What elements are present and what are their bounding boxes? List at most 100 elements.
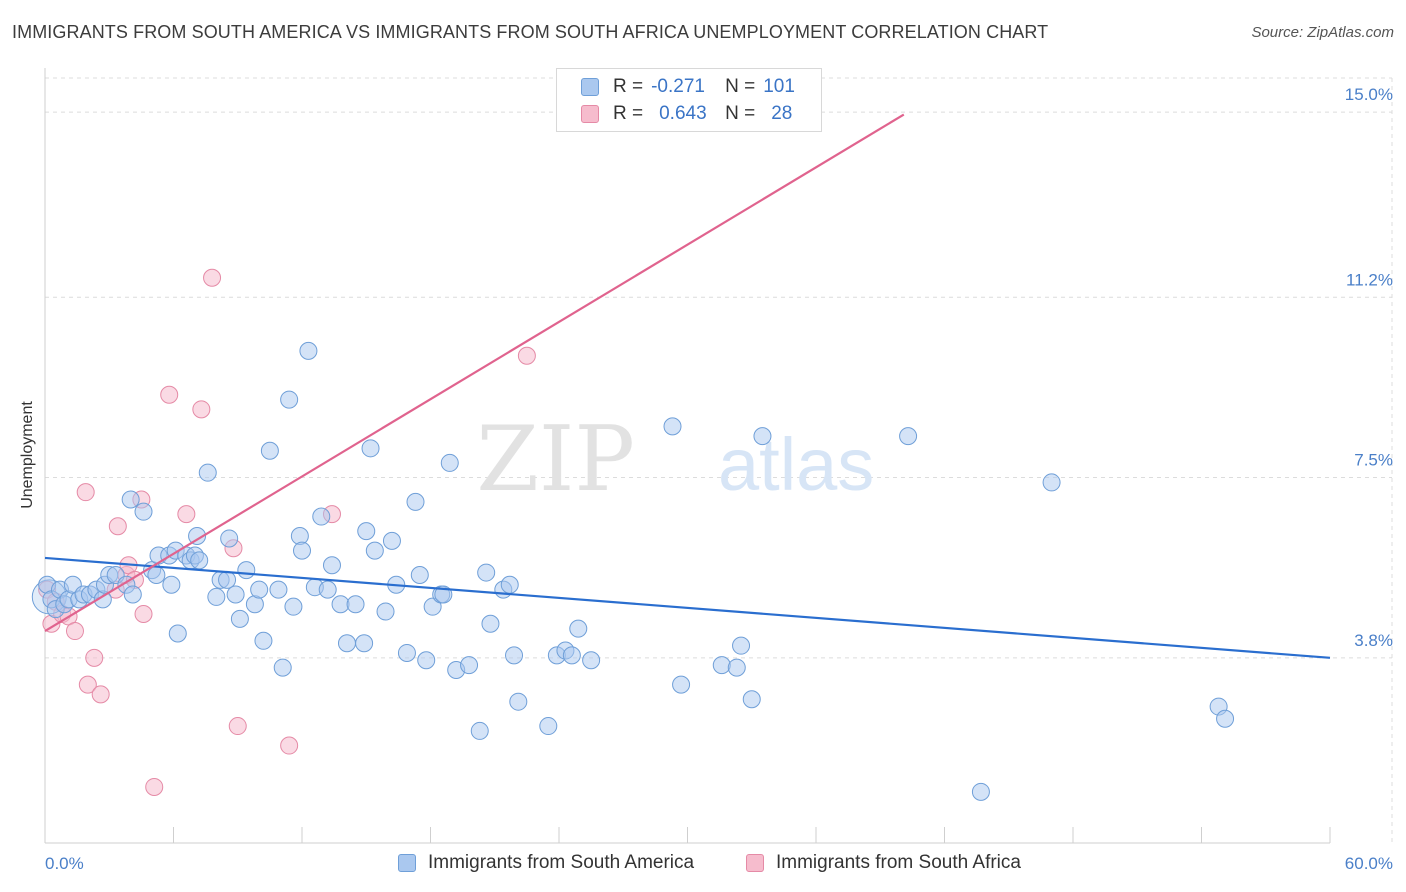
south-africa-point — [177, 505, 196, 524]
south-africa-point — [134, 604, 153, 623]
south-america-point — [410, 566, 429, 585]
axes — [44, 68, 1331, 844]
south-america-point — [168, 624, 187, 643]
legend-r-value: -0.271 — [651, 76, 705, 97]
x-tick-label: 0.0% — [45, 854, 84, 873]
south-america-point — [207, 587, 226, 606]
south-africa-point — [145, 777, 164, 796]
south-america-point — [269, 580, 288, 599]
south-america-point — [121, 490, 140, 509]
south-africa-points — [38, 112, 761, 796]
south-america-point — [663, 417, 682, 436]
south-america-point — [237, 561, 256, 580]
south-america-point — [355, 634, 374, 653]
south-america-point — [742, 690, 761, 709]
south-africa-point — [65, 622, 84, 641]
south-america-point — [322, 556, 341, 575]
south-america-point — [539, 717, 558, 736]
south-america-point — [672, 675, 691, 694]
south-america-point — [346, 595, 365, 614]
south-africa-point — [108, 517, 127, 536]
legend-r-label: R = — [613, 76, 644, 97]
south-america-point — [382, 531, 401, 550]
south-america-point — [727, 658, 746, 677]
south-america-point — [509, 692, 528, 711]
tick-labels: 3.8% 7.5% 11.2% 15.0% 0.0% 60.0% — [45, 85, 1393, 873]
south-america-point — [162, 575, 181, 594]
y-tick-label: 15.0% — [1345, 85, 1393, 104]
correlation-legend: R = -0.271 N = 101 R = 0.643 N = 28 — [556, 68, 822, 132]
trend-lines — [44, 113, 1331, 659]
south-america-point — [423, 597, 442, 616]
south-africa-point — [160, 385, 179, 404]
south-america-point — [899, 427, 918, 446]
south-america-point — [250, 580, 269, 599]
south-america-point — [582, 651, 601, 670]
legend-label: Immigrants from South America — [428, 852, 695, 873]
south-america-point — [505, 646, 524, 665]
south-america-point — [218, 570, 237, 589]
south-america-point — [406, 492, 425, 511]
south-america-point — [188, 527, 207, 546]
x-tick-label: 60.0% — [1345, 854, 1393, 873]
south-america-point — [318, 580, 337, 599]
blue-swatch-icon — [581, 78, 599, 96]
south-africa-point — [91, 685, 110, 704]
legend-r-value: 0.643 — [659, 103, 707, 124]
watermark-zip: ZIP — [476, 407, 635, 512]
source-credit: Source: ZipAtlas.com — [1251, 24, 1394, 41]
south-america-point — [312, 507, 331, 526]
south-africa-point — [78, 675, 97, 694]
south-africa-point — [280, 736, 299, 755]
blue-swatch-icon — [398, 854, 416, 872]
series-legend: Immigrants from South America Immigrants… — [0, 852, 1406, 878]
south-america-point — [470, 721, 489, 740]
south-america-point — [357, 522, 376, 541]
south-africa-trend-line — [44, 113, 905, 632]
watermark-atlas: atlas — [718, 423, 874, 506]
south-america-point — [273, 658, 292, 677]
south-africa-point — [517, 346, 536, 365]
legend-item-south-africa[interactable]: Immigrants from South Africa — [746, 852, 1021, 874]
y-tick-label: 11.2% — [1346, 270, 1393, 289]
south-africa-point — [76, 483, 95, 502]
south-america-point — [562, 646, 581, 665]
south-africa-point — [192, 400, 211, 419]
south-america-point — [1042, 473, 1061, 492]
south-america-point — [230, 609, 249, 628]
south-america-point — [481, 614, 500, 633]
legend-item-south-america[interactable]: Immigrants from South America — [398, 852, 694, 874]
south-america-point — [971, 782, 990, 801]
south-america-point — [198, 463, 217, 482]
south-africa-point — [203, 268, 222, 287]
south-america-point — [254, 631, 273, 650]
legend-label: Immigrants from South Africa — [776, 852, 1021, 873]
south-america-point — [220, 529, 239, 548]
pink-swatch-icon — [581, 105, 599, 123]
legend-row-south-africa: R = 0.643 N = 28 — [557, 100, 792, 128]
south-africa-point — [85, 648, 104, 667]
y-tick-label: 3.8% — [1354, 631, 1393, 650]
chart-title: IMMIGRANTS FROM SOUTH AMERICA VS IMMIGRA… — [12, 22, 1049, 42]
south-america-point — [280, 390, 299, 409]
y-tick-label: 7.5% — [1354, 451, 1393, 470]
south-america-point — [753, 427, 772, 446]
south-america-point — [293, 541, 311, 560]
south-america-point — [397, 643, 416, 662]
legend-r-label: R = — [613, 103, 644, 124]
south-america-point — [123, 585, 142, 604]
legend-n-label: N = — [725, 103, 756, 124]
south-america-point — [331, 595, 350, 614]
pink-swatch-icon — [746, 854, 764, 872]
south-america-point — [337, 634, 356, 653]
south-america-point — [417, 651, 436, 670]
south-america-point — [440, 453, 459, 472]
south-america-point — [569, 619, 588, 638]
south-america-point — [134, 502, 153, 521]
south-america-point — [477, 563, 496, 582]
watermark: ZIP atlas — [476, 407, 874, 512]
legend-row-south-america: R = -0.271 N = 101 — [557, 73, 795, 101]
south-america-trend-line — [44, 556, 1331, 659]
south-america-point — [361, 439, 380, 458]
